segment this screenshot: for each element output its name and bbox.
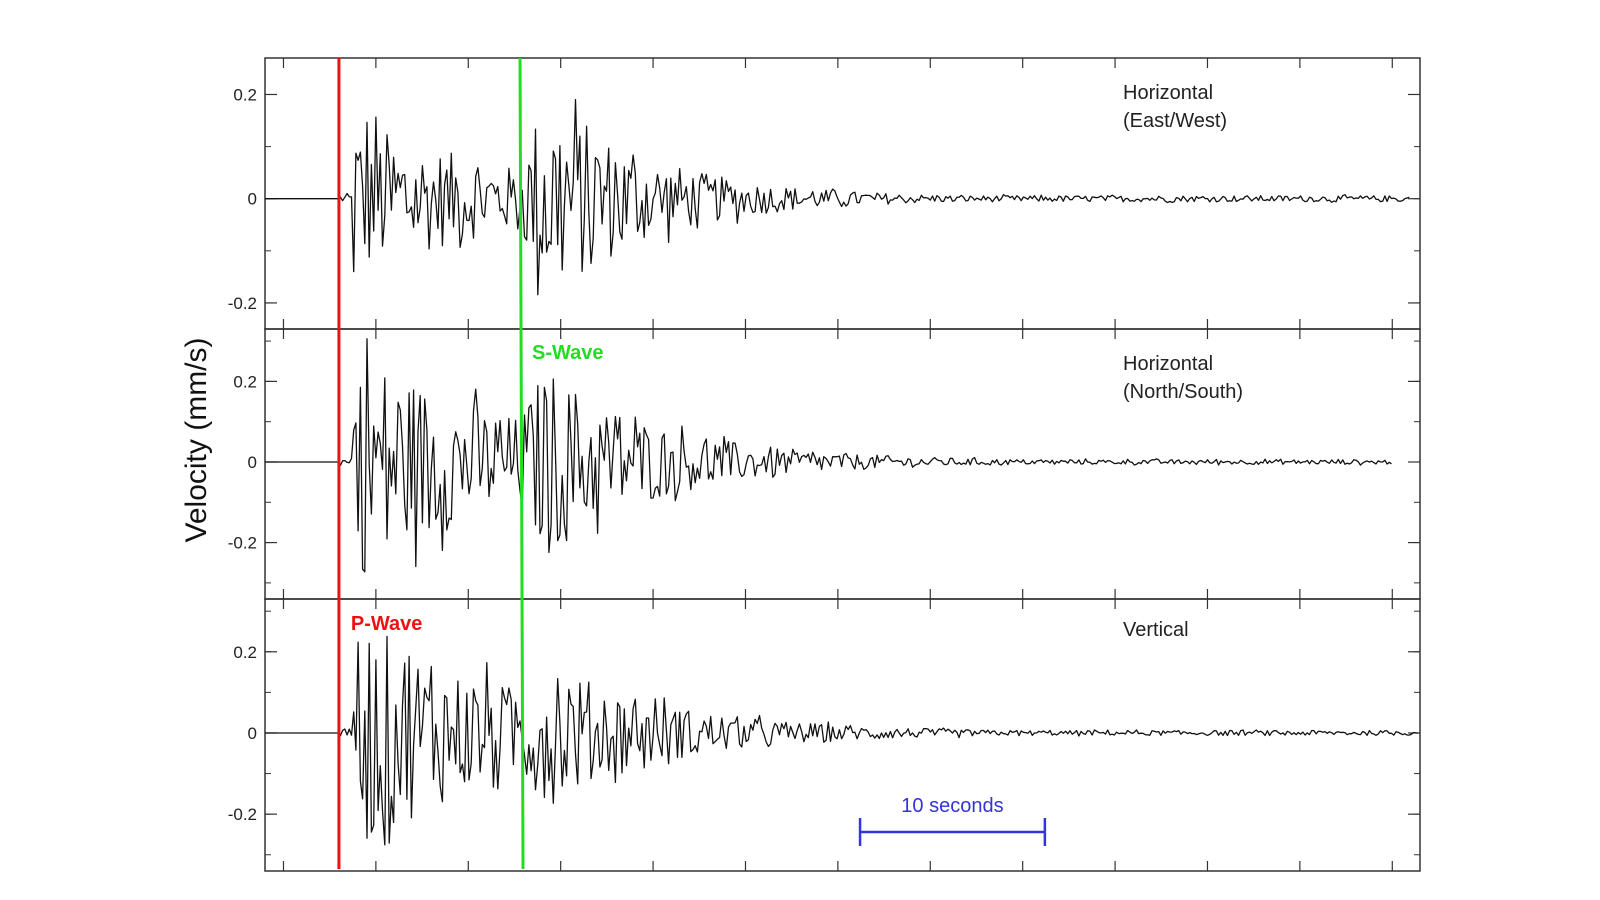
panel-label: (North/South) — [1123, 381, 1243, 403]
trace-line — [265, 635, 1419, 846]
y-axis-title: Velocity (mm/s) — [180, 337, 213, 542]
trace-line — [265, 338, 1392, 573]
trace-line — [265, 99, 1410, 296]
wave-markers — [337, 57, 525, 870]
panel-frame — [264, 57, 1421, 330]
y-tick-label: -0.2 — [228, 534, 257, 553]
axis-ticks — [265, 58, 1420, 871]
y-tick-label: 0.2 — [233, 643, 257, 662]
scale-bar: 10 seconds — [858, 795, 1047, 846]
y-tick-label: 0 — [248, 190, 257, 209]
panel-label: (East/West) — [1123, 110, 1227, 132]
y-tick-label: 0 — [248, 453, 257, 472]
panel-frame — [264, 598, 1421, 872]
y-tick-label: -0.2 — [228, 294, 257, 313]
y-tick-label: 0.2 — [233, 85, 257, 104]
y-tick-label: 0 — [248, 724, 257, 743]
panel-label: Vertical — [1123, 619, 1189, 641]
y-tick-label: 0.2 — [233, 372, 257, 391]
seismic-traces — [265, 99, 1419, 846]
s-wave-marker — [518, 57, 525, 870]
chart-labels: -0.2 0 0.2 Horizontal (East/West) -0.2 0 0.2 Hor… — [228, 82, 1243, 846]
scale-bar-label: 10 seconds — [901, 795, 1003, 817]
y-tick-label: -0.2 — [228, 805, 257, 824]
s-wave-label: S-Wave — [532, 342, 604, 364]
panel-frames — [264, 57, 1421, 872]
p-wave-label: P-Wave — [351, 613, 423, 635]
panel-label: Horizontal — [1123, 82, 1213, 104]
panel-label: Horizontal — [1123, 353, 1213, 375]
